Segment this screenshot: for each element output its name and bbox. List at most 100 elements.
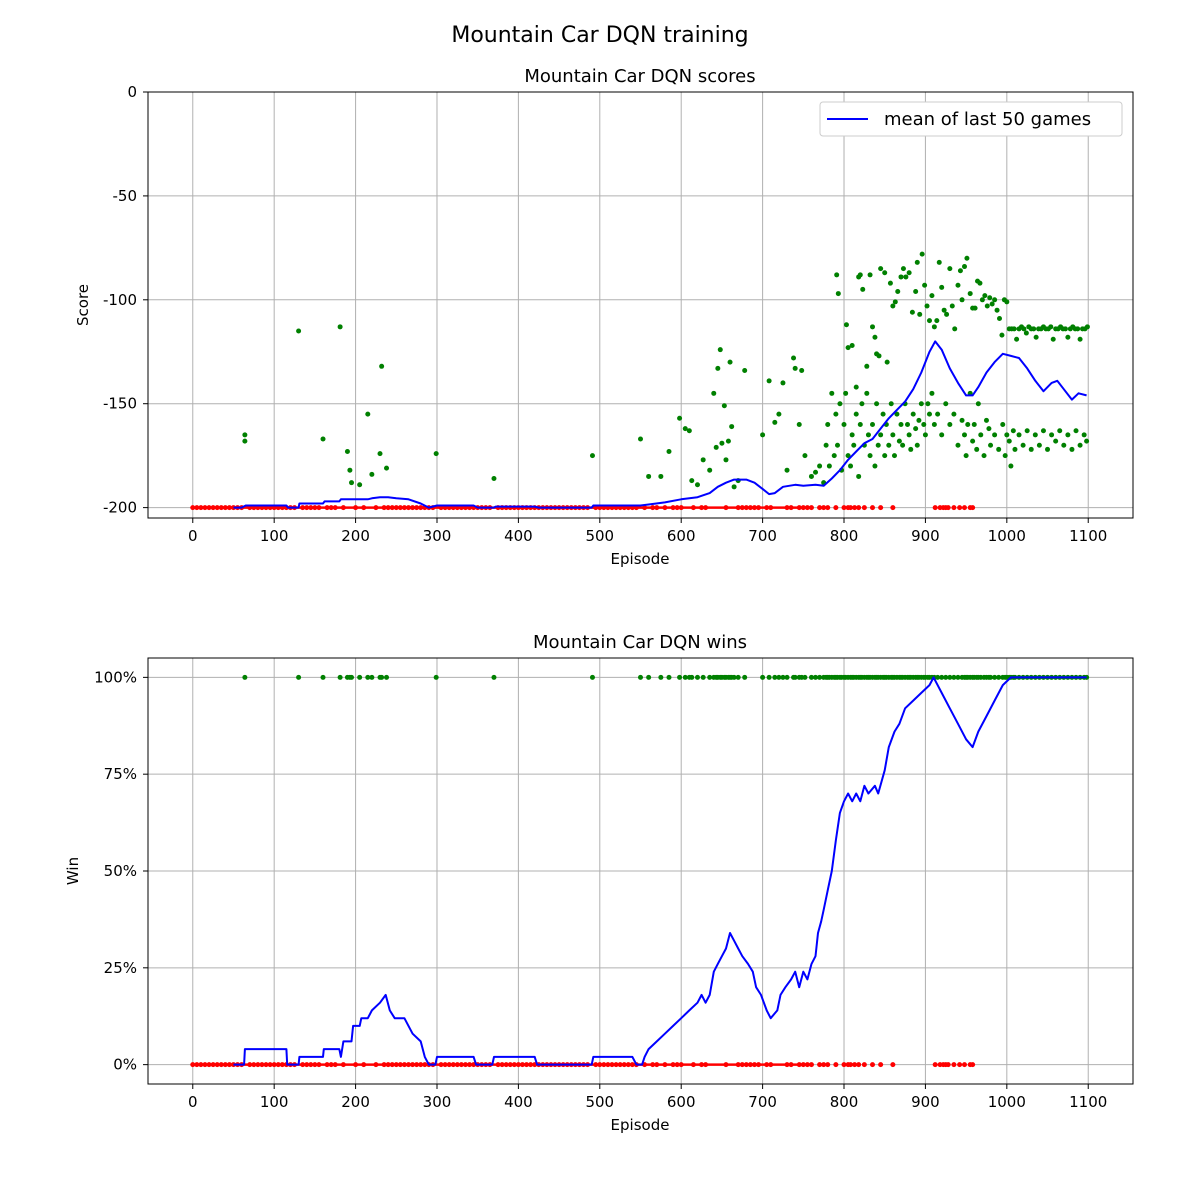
wins-loss-point [852, 1062, 858, 1068]
wins-y-tick-label: 100% [94, 668, 137, 686]
scores-win-point [895, 288, 901, 294]
scores-loss-point [784, 505, 790, 511]
scores-win-point [880, 411, 886, 417]
scores-win-point [856, 473, 862, 479]
scores-x-tick-label: 200 [341, 527, 370, 545]
wins-loss-point [340, 1062, 346, 1068]
wins-loss-point [332, 1062, 338, 1068]
scores-win-point [835, 291, 841, 297]
scores-x-tick-label: 400 [504, 527, 533, 545]
wins-win-point [707, 674, 713, 680]
wins-marks [190, 674, 1090, 1068]
scores-win-point [882, 270, 888, 276]
scores-win-point [887, 280, 893, 286]
scores-win-point [929, 293, 935, 299]
scores-win-point [813, 469, 819, 475]
scores-win-point [864, 363, 870, 369]
wins-x-tick-label: 800 [830, 1093, 859, 1111]
wins-loss-point [593, 1062, 599, 1068]
scores-loss-point [735, 505, 741, 511]
wins-x-tick-label: 100 [260, 1093, 289, 1111]
wins-win-point [689, 674, 695, 680]
scores-win-point [849, 343, 855, 349]
wins-loss-point [304, 1062, 310, 1068]
scores-win-point [1045, 446, 1051, 452]
scores-loss-point [870, 505, 876, 511]
wins-loss-point [690, 1062, 696, 1068]
scores-win-point [918, 401, 924, 407]
wins-x-tick-label: 1100 [1069, 1093, 1107, 1111]
scores-loss-point [764, 505, 770, 511]
scores-win-point [898, 274, 904, 280]
wins-win-point [772, 674, 778, 680]
wins-loss-point [699, 1062, 705, 1068]
scores-loss-point [385, 505, 391, 511]
scores-win-point [870, 421, 876, 427]
scores-win-point [772, 419, 778, 425]
scores-loss-point [381, 505, 387, 511]
scores-win-point [638, 436, 643, 442]
scores-loss-point [674, 505, 680, 511]
scores-win-point [727, 359, 733, 365]
wins-loss-point [308, 1062, 314, 1068]
scores-win-point [872, 334, 878, 340]
wins-ticks: 0 100 200 300 400 500 600 700 800 900 1000 1100 100%… [94, 668, 1107, 1111]
wins-loss-point [768, 1062, 774, 1068]
wins-x-tick-label: 600 [667, 1093, 696, 1111]
scores-win-point [682, 426, 688, 432]
wins-win-point [320, 674, 326, 680]
scores-loss-point [690, 505, 696, 511]
scores-win-point [802, 453, 808, 459]
scores-win-point [1020, 442, 1026, 448]
scores-win-point [296, 328, 302, 334]
figure-suptitle: Mountain Car DQN training [451, 23, 748, 48]
wins-loss-point [804, 1062, 810, 1068]
scores-loss-point [418, 505, 424, 511]
wins-loss-point [751, 1062, 757, 1068]
scores-win-point [882, 453, 888, 459]
scores-win-point [841, 421, 847, 427]
scores-x-tick-label: 900 [911, 527, 940, 545]
wins-loss-point [503, 1062, 509, 1068]
scores-win-point [943, 401, 949, 407]
wins-loss-point [519, 1062, 525, 1068]
scores-win-point [994, 307, 1000, 313]
scores-win-point [874, 401, 880, 407]
legend-box [819, 101, 1123, 137]
scores-win-point [916, 417, 922, 423]
wins-loss-point [747, 1062, 753, 1068]
scores-win-point [1084, 438, 1090, 444]
scores-win-point [377, 451, 383, 457]
wins-loss-point [515, 1062, 521, 1068]
wins-loss-point [454, 1062, 460, 1068]
wins-loss-point [808, 1062, 814, 1068]
scores-x-tick-label: 1000 [988, 527, 1026, 545]
scores-mean-line [233, 340, 1087, 509]
scores-win-point [924, 303, 930, 309]
scores-loss-point [222, 505, 228, 511]
scores-win-point [983, 417, 989, 423]
wins-loss-point [856, 1062, 862, 1068]
wins-win-point [700, 674, 706, 680]
scores-loss-point [401, 505, 407, 511]
wins-win-point [935, 674, 941, 680]
scores-win-point [1021, 326, 1027, 332]
wins-loss-point [214, 1062, 220, 1068]
wins-win-point [766, 674, 772, 680]
scores-win-point [1053, 438, 1059, 444]
scores-win-point [992, 297, 998, 303]
scores-loss-point [304, 505, 310, 511]
scores-win-point [917, 311, 923, 317]
scores-loss-point [751, 505, 757, 511]
wins-win-point [760, 674, 766, 680]
scores-win-point [935, 411, 941, 417]
scores-loss-point [670, 505, 676, 511]
wins-win-point [666, 674, 672, 680]
scores-win-point [1061, 442, 1067, 448]
wins-win-point [384, 674, 390, 680]
wins-loss-point [263, 1062, 269, 1068]
scores-win-point [922, 432, 928, 438]
scores-win-point [989, 301, 995, 307]
wins-loss-point [609, 1062, 615, 1068]
scores-win-point [799, 367, 805, 373]
